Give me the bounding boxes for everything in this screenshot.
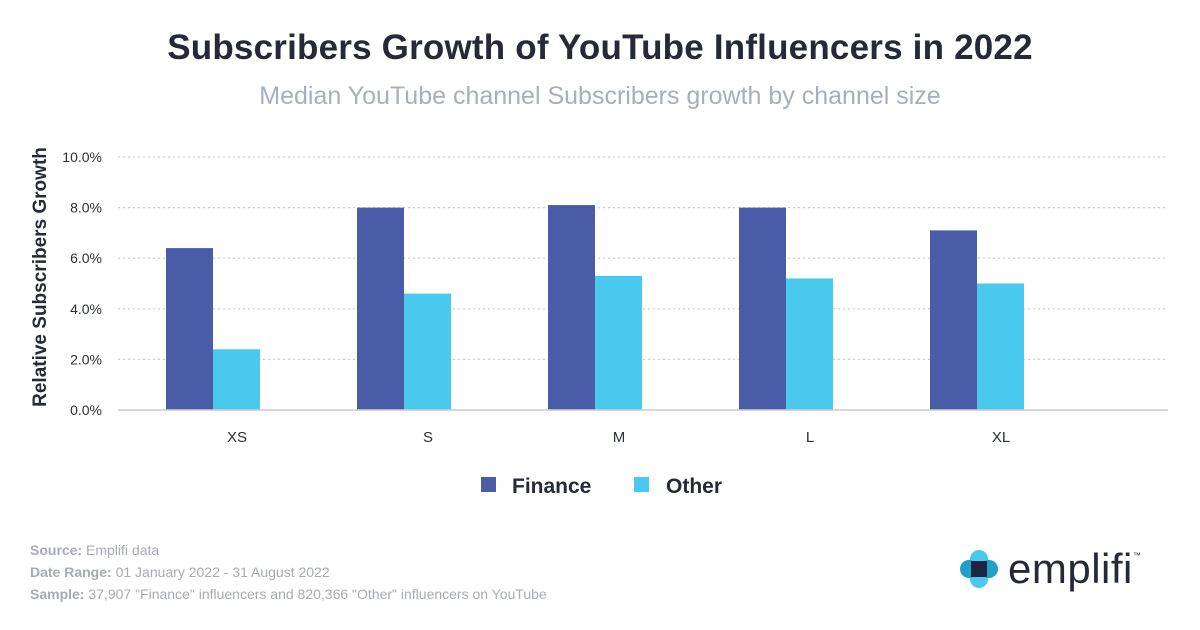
x-tick-labels: XS S M L XL bbox=[227, 429, 1010, 446]
y-tick-label: 10.0% bbox=[62, 149, 102, 165]
bar-finance-s bbox=[357, 207, 404, 410]
y-tick-labels: 0.0% 2.0% 4.0% 6.0% 8.0% 10.0% bbox=[62, 149, 102, 418]
bar-chart: 0.0% 2.0% 4.0% 6.0% 8.0% 10.0% XS S M L XL Relati… bbox=[30, 147, 1168, 498]
logo-wordmark: emplifi bbox=[1008, 545, 1133, 592]
bar-finance-l bbox=[739, 207, 786, 410]
legend-swatch-finance bbox=[481, 477, 496, 492]
source-line: Source: Emplifi data bbox=[30, 542, 160, 558]
y-tick-label: 6.0% bbox=[70, 250, 102, 266]
bar-other-s bbox=[404, 293, 451, 410]
legend-label-other: Other bbox=[666, 475, 722, 498]
bars bbox=[166, 205, 1024, 410]
x-tick-label: XL bbox=[992, 429, 1010, 446]
chart-title: Subscribers Growth of YouTube Influencer… bbox=[167, 28, 1033, 67]
y-axis-label: Relative Subscribers Growth bbox=[30, 147, 51, 407]
y-tick-label: 2.0% bbox=[70, 351, 102, 367]
sample-line: Sample: 37,907 "Finance" influencers and… bbox=[30, 586, 547, 602]
emplifi-logo-icon bbox=[960, 550, 998, 588]
date-range-line: Date Range: 01 January 2022 - 31 August … bbox=[30, 564, 330, 580]
bar-other-l bbox=[786, 278, 833, 410]
legend-swatch-other bbox=[634, 477, 649, 492]
legend: Finance Other bbox=[481, 475, 722, 498]
bar-other-xs bbox=[213, 349, 260, 410]
chart-subtitle: Median YouTube channel Subscribers growt… bbox=[259, 82, 941, 110]
logo-trademark: ™ bbox=[1132, 551, 1141, 560]
x-tick-label: XS bbox=[227, 429, 247, 446]
bar-other-m bbox=[595, 275, 642, 410]
y-tick-label: 4.0% bbox=[70, 301, 102, 317]
y-tick-label: 0.0% bbox=[70, 402, 102, 418]
legend-label-finance: Finance bbox=[512, 475, 591, 498]
x-tick-label: L bbox=[806, 429, 814, 446]
bar-finance-xl bbox=[930, 230, 977, 410]
bar-finance-m bbox=[548, 205, 595, 410]
y-tick-label: 8.0% bbox=[70, 200, 102, 216]
x-tick-label: S bbox=[423, 429, 433, 446]
emplifi-logo: emplifi ™ bbox=[958, 545, 1141, 593]
x-tick-label: M bbox=[613, 429, 626, 446]
source-notes: Source: Emplifi data Date Range: 01 Janu… bbox=[30, 539, 547, 605]
bar-other-xl bbox=[977, 283, 1024, 410]
bar-finance-xs bbox=[166, 248, 213, 410]
